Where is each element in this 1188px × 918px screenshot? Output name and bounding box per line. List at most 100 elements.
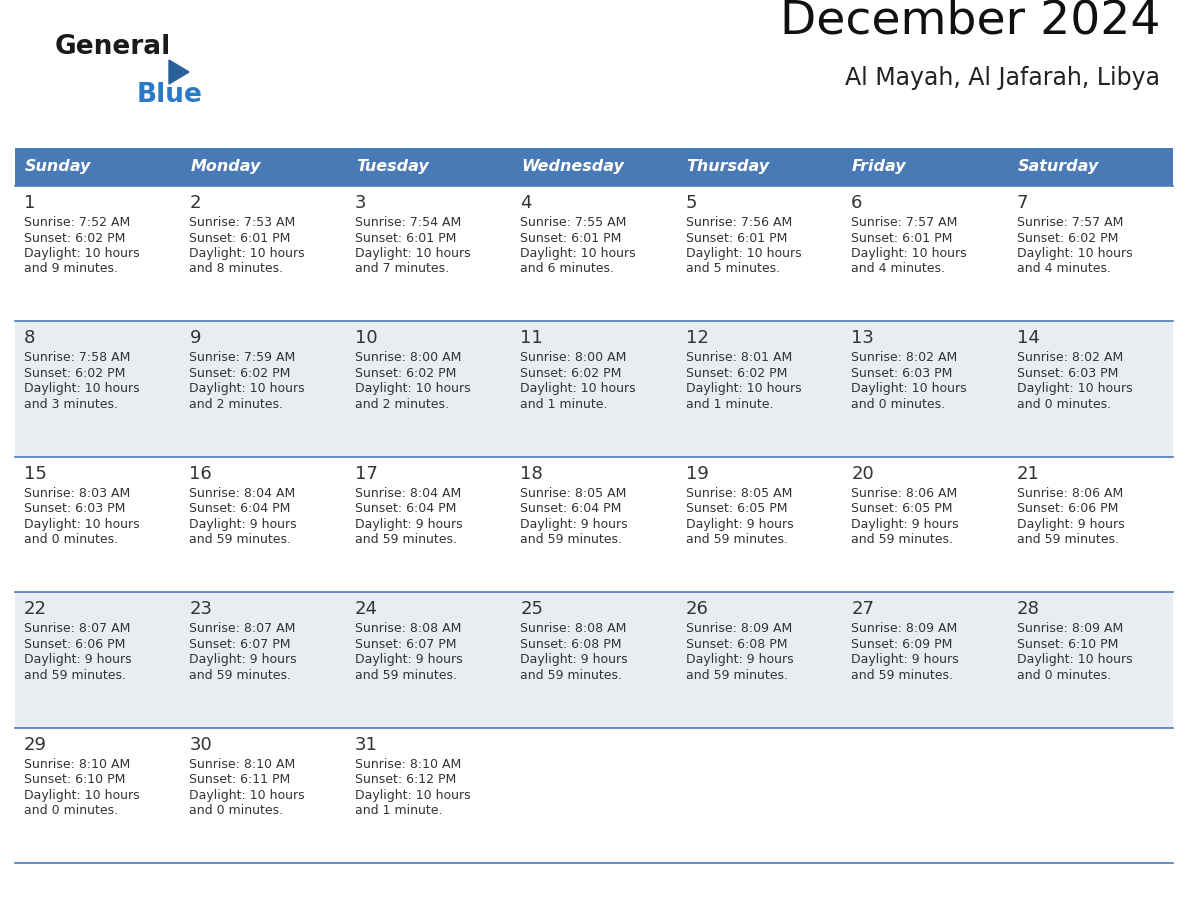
Text: Daylight: 10 hours: Daylight: 10 hours	[189, 383, 305, 396]
Bar	[346, 321, 511, 457]
Text: Sunrise: 7:59 AM: Sunrise: 7:59 AM	[189, 352, 296, 364]
Text: Daylight: 10 hours: Daylight: 10 hours	[189, 789, 305, 801]
Text: and 59 minutes.: and 59 minutes.	[189, 668, 291, 682]
Text: Thursday: Thursday	[687, 160, 770, 174]
Text: Sunset: 6:07 PM: Sunset: 6:07 PM	[355, 638, 456, 651]
Text: and 59 minutes.: and 59 minutes.	[685, 668, 788, 682]
Text: Sunset: 6:01 PM: Sunset: 6:01 PM	[189, 231, 291, 244]
Text: and 6 minutes.: and 6 minutes.	[520, 263, 614, 275]
Text: Wednesday: Wednesday	[522, 160, 624, 174]
Text: Sunrise: 8:04 AM: Sunrise: 8:04 AM	[355, 487, 461, 499]
Bar	[1007, 592, 1173, 728]
Bar	[842, 186, 1007, 321]
Text: Daylight: 10 hours: Daylight: 10 hours	[685, 383, 802, 396]
Bar	[677, 186, 842, 321]
Text: Sunrise: 7:57 AM: Sunrise: 7:57 AM	[851, 216, 958, 229]
Bar	[181, 457, 346, 592]
Text: Sunset: 6:01 PM: Sunset: 6:01 PM	[685, 231, 788, 244]
Text: and 59 minutes.: and 59 minutes.	[24, 668, 126, 682]
Text: and 1 minute.: and 1 minute.	[685, 397, 773, 411]
Bar	[677, 148, 842, 186]
Text: 21: 21	[1017, 465, 1040, 483]
Text: 2: 2	[189, 194, 201, 212]
Text: Daylight: 9 hours: Daylight: 9 hours	[189, 518, 297, 531]
Text: and 4 minutes.: and 4 minutes.	[851, 263, 946, 275]
Text: Sunrise: 8:09 AM: Sunrise: 8:09 AM	[851, 622, 958, 635]
Text: Sunrise: 8:00 AM: Sunrise: 8:00 AM	[520, 352, 626, 364]
Text: 20: 20	[851, 465, 874, 483]
Text: and 59 minutes.: and 59 minutes.	[355, 668, 457, 682]
Text: Sunrise: 8:09 AM: Sunrise: 8:09 AM	[1017, 622, 1123, 635]
Text: Sunrise: 7:56 AM: Sunrise: 7:56 AM	[685, 216, 792, 229]
Text: 3: 3	[355, 194, 366, 212]
Text: Sunset: 6:06 PM: Sunset: 6:06 PM	[1017, 502, 1118, 515]
Text: Daylight: 9 hours: Daylight: 9 hours	[851, 654, 959, 666]
Text: Sunset: 6:01 PM: Sunset: 6:01 PM	[851, 231, 953, 244]
Text: 22: 22	[24, 600, 48, 618]
Text: and 59 minutes.: and 59 minutes.	[520, 668, 623, 682]
Text: Daylight: 10 hours: Daylight: 10 hours	[685, 247, 802, 260]
Text: Sunrise: 8:07 AM: Sunrise: 8:07 AM	[189, 622, 296, 635]
Text: and 0 minutes.: and 0 minutes.	[189, 804, 284, 817]
Text: Monday: Monday	[190, 160, 261, 174]
Text: 8: 8	[24, 330, 36, 347]
Text: and 59 minutes.: and 59 minutes.	[685, 533, 788, 546]
Text: and 59 minutes.: and 59 minutes.	[520, 533, 623, 546]
Text: Saturday: Saturday	[1018, 160, 1099, 174]
Text: Daylight: 9 hours: Daylight: 9 hours	[520, 654, 628, 666]
Text: Al Mayah, Al Jafarah, Libya: Al Mayah, Al Jafarah, Libya	[845, 66, 1159, 90]
Bar	[15, 321, 181, 457]
Text: Sunset: 6:05 PM: Sunset: 6:05 PM	[685, 502, 788, 515]
Text: 29: 29	[24, 735, 48, 754]
Text: Sunset: 6:02 PM: Sunset: 6:02 PM	[24, 367, 126, 380]
Text: Sunrise: 7:58 AM: Sunrise: 7:58 AM	[24, 352, 131, 364]
Text: General: General	[55, 34, 171, 60]
Text: 16: 16	[189, 465, 213, 483]
Text: and 0 minutes.: and 0 minutes.	[1017, 668, 1111, 682]
Text: Sunset: 6:02 PM: Sunset: 6:02 PM	[520, 367, 621, 380]
Text: Sunset: 6:04 PM: Sunset: 6:04 PM	[189, 502, 291, 515]
Text: Sunrise: 8:10 AM: Sunrise: 8:10 AM	[189, 757, 296, 770]
Text: Sunrise: 8:02 AM: Sunrise: 8:02 AM	[851, 352, 958, 364]
Text: Sunrise: 8:03 AM: Sunrise: 8:03 AM	[24, 487, 131, 499]
Text: Sunrise: 8:09 AM: Sunrise: 8:09 AM	[685, 622, 792, 635]
Bar	[1007, 186, 1173, 321]
Bar	[511, 321, 677, 457]
Text: and 59 minutes.: and 59 minutes.	[355, 533, 457, 546]
Text: 19: 19	[685, 465, 708, 483]
Bar	[346, 148, 511, 186]
Text: 23: 23	[189, 600, 213, 618]
Text: and 1 minute.: and 1 minute.	[355, 804, 442, 817]
Text: Sunset: 6:12 PM: Sunset: 6:12 PM	[355, 773, 456, 786]
Text: Sunrise: 8:08 AM: Sunrise: 8:08 AM	[355, 622, 461, 635]
Bar	[1007, 321, 1173, 457]
Bar	[511, 186, 677, 321]
Bar	[1007, 728, 1173, 863]
Text: Daylight: 10 hours: Daylight: 10 hours	[520, 247, 636, 260]
Text: Sunday: Sunday	[25, 160, 91, 174]
Text: Sunset: 6:10 PM: Sunset: 6:10 PM	[1017, 638, 1118, 651]
Bar	[842, 728, 1007, 863]
Bar	[15, 457, 181, 592]
Bar	[1007, 148, 1173, 186]
Text: 9: 9	[189, 330, 201, 347]
Text: Daylight: 10 hours: Daylight: 10 hours	[24, 383, 140, 396]
Text: Sunset: 6:03 PM: Sunset: 6:03 PM	[851, 367, 953, 380]
Bar	[181, 148, 346, 186]
Text: 28: 28	[1017, 600, 1040, 618]
Text: Daylight: 10 hours: Daylight: 10 hours	[355, 789, 470, 801]
Bar	[511, 148, 677, 186]
Text: Sunrise: 8:04 AM: Sunrise: 8:04 AM	[189, 487, 296, 499]
Text: Daylight: 9 hours: Daylight: 9 hours	[24, 654, 132, 666]
Text: Sunset: 6:02 PM: Sunset: 6:02 PM	[1017, 231, 1118, 244]
Text: Daylight: 10 hours: Daylight: 10 hours	[355, 247, 470, 260]
Bar	[842, 321, 1007, 457]
Text: Daylight: 10 hours: Daylight: 10 hours	[189, 247, 305, 260]
Text: Sunset: 6:07 PM: Sunset: 6:07 PM	[189, 638, 291, 651]
Text: 26: 26	[685, 600, 708, 618]
Text: Daylight: 9 hours: Daylight: 9 hours	[189, 654, 297, 666]
Text: 13: 13	[851, 330, 874, 347]
Text: Daylight: 9 hours: Daylight: 9 hours	[520, 518, 628, 531]
Text: 4: 4	[520, 194, 532, 212]
Bar	[346, 186, 511, 321]
